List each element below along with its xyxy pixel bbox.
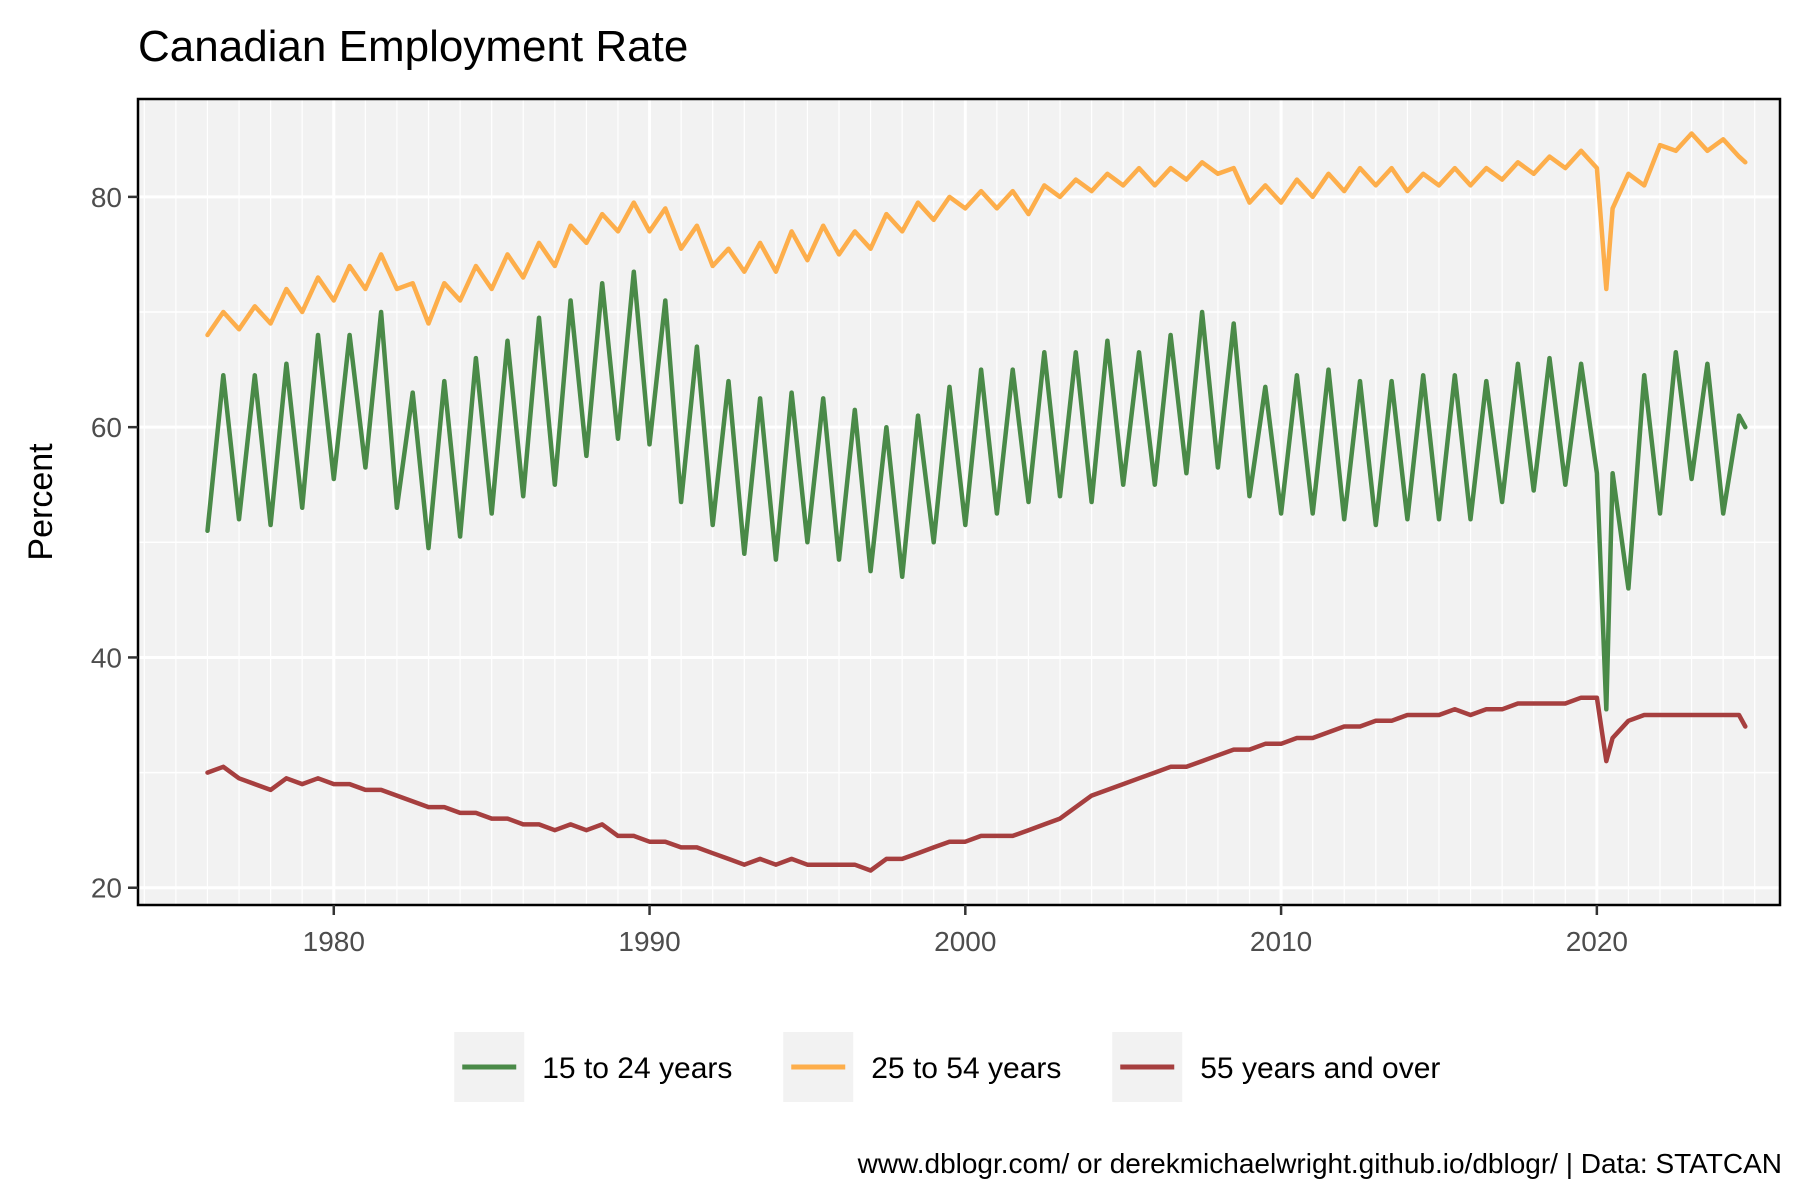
- series-line-1: [205, 131, 1748, 338]
- series-lines: [205, 131, 1748, 873]
- y-tick-label: 20: [91, 873, 122, 904]
- series-line-0: [205, 269, 1748, 712]
- legend: 15 to 24 years 25 to 54 years 55 years and…: [454, 1032, 1440, 1102]
- plot-border: [136, 97, 1782, 907]
- x-tick-label: 2000: [934, 926, 996, 957]
- legend-label: 55 years and over: [1200, 1052, 1440, 1085]
- y-tick-label: 80: [91, 182, 122, 213]
- plot-background: [138, 99, 1780, 905]
- x-tick-label: 2010: [1250, 926, 1312, 957]
- minor-grid: [138, 99, 1780, 905]
- legend-label: 25 to 54 years: [871, 1052, 1061, 1085]
- x-tick-label: 2020: [1566, 926, 1628, 957]
- y-tick-label: 40: [91, 642, 122, 673]
- major-grid: [138, 99, 1780, 905]
- y-axis-ticks: 20 40 60 80: [91, 182, 138, 904]
- x-tick-label: 1980: [303, 926, 365, 957]
- y-axis-title: Percent: [22, 443, 60, 561]
- legend-item-2: 55 years and over: [1112, 1032, 1440, 1102]
- chart-caption: www.dblogr.com/ or derekmichaelwright.gi…: [857, 1148, 1782, 1179]
- legend-item-1: 25 to 54 years: [783, 1032, 1061, 1102]
- legend-item-0: 15 to 24 years: [454, 1032, 732, 1102]
- legend-label: 15 to 24 years: [542, 1052, 732, 1085]
- x-tick-label: 1990: [618, 926, 680, 957]
- y-tick-label: 60: [91, 412, 122, 443]
- chart-title: Canadian Employment Rate: [138, 22, 688, 71]
- x-axis-ticks: 1980 1990 2000 2010 2020: [303, 905, 1628, 957]
- series-line-2: [205, 695, 1748, 873]
